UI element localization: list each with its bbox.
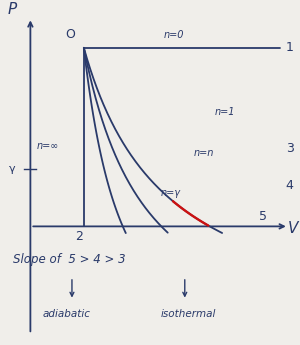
Text: n=1: n=1	[214, 107, 235, 117]
Text: O: O	[65, 28, 75, 41]
Text: 1: 1	[286, 41, 294, 54]
Text: n=n: n=n	[194, 148, 214, 158]
Text: adiabatic: adiabatic	[42, 309, 90, 319]
Text: 3: 3	[286, 142, 294, 155]
Text: isothermal: isothermal	[161, 309, 216, 319]
Text: n=∞: n=∞	[36, 141, 59, 151]
Text: γ: γ	[9, 165, 16, 175]
Text: V: V	[288, 221, 298, 236]
Text: 2: 2	[75, 230, 83, 243]
Text: 5: 5	[259, 210, 267, 223]
Text: 4: 4	[286, 179, 294, 192]
Text: n=γ: n=γ	[161, 188, 181, 198]
Text: P: P	[8, 2, 17, 17]
Text: Slope of  5 > 4 > 3: Slope of 5 > 4 > 3	[13, 254, 125, 266]
Text: n=0: n=0	[164, 30, 184, 40]
